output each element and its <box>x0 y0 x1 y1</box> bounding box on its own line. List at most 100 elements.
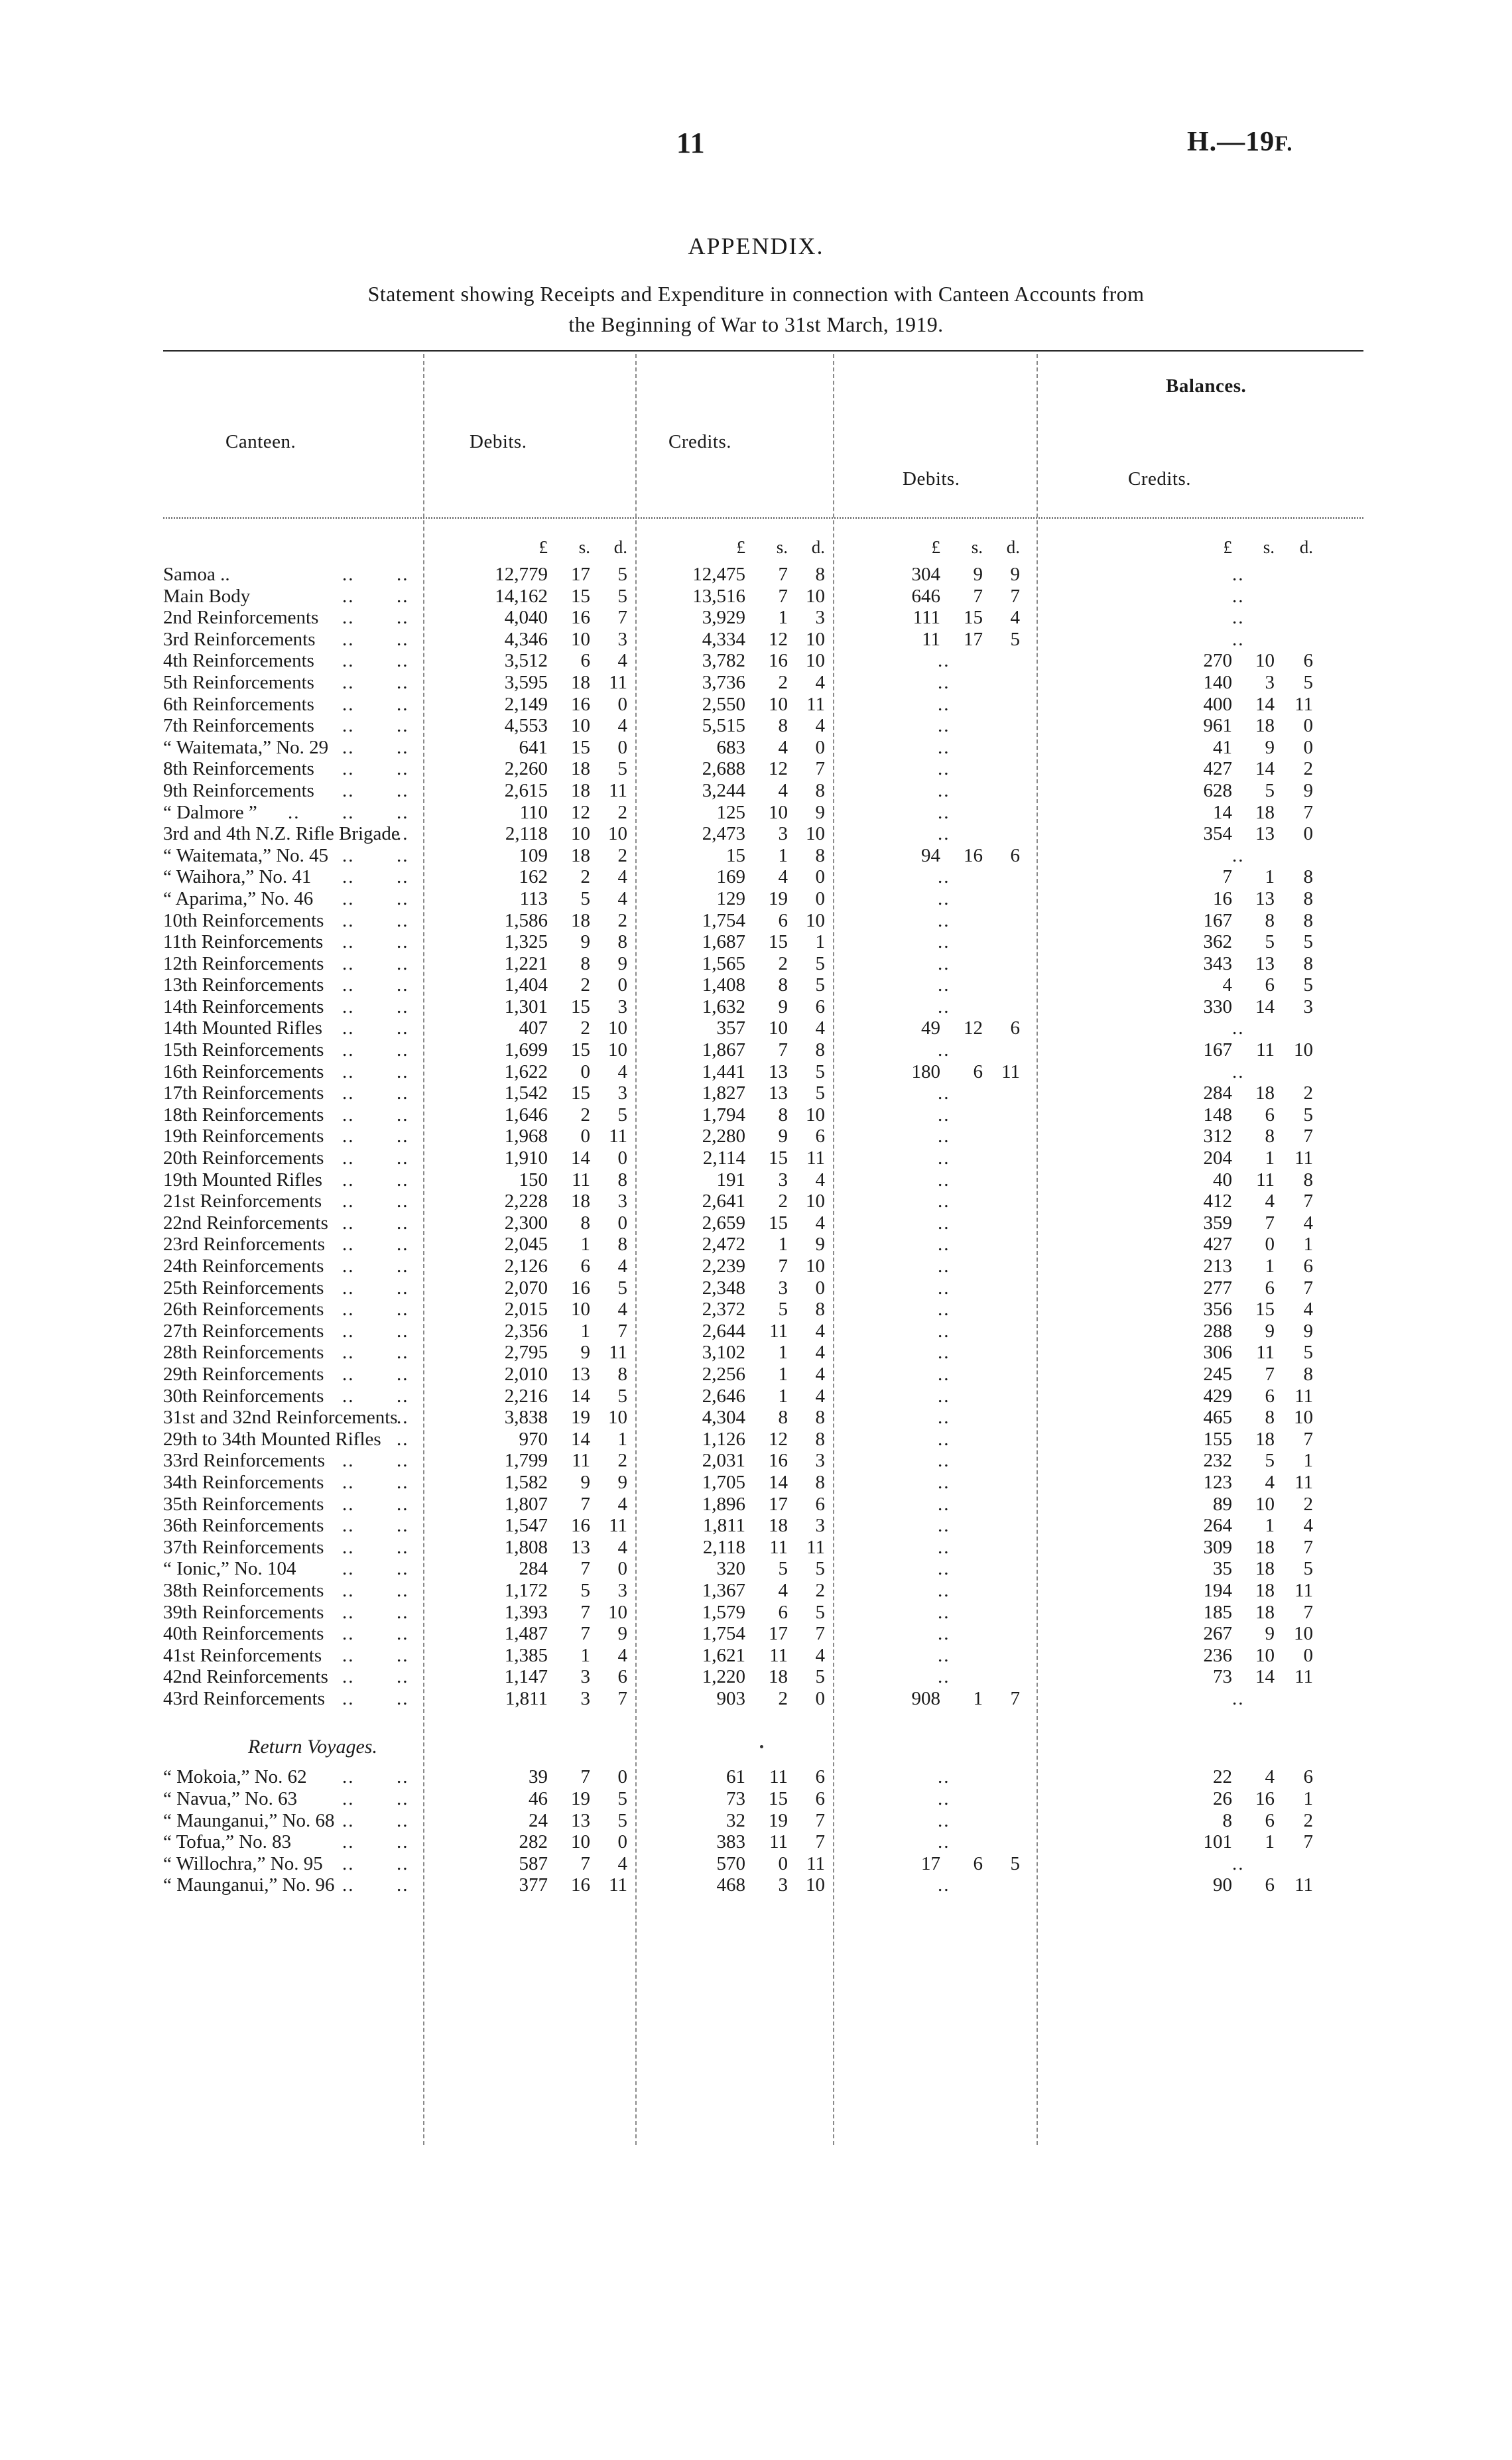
cell-debits-pence: 2 <box>617 1450 628 1472</box>
cell-debits-pence: 9 <box>617 952 628 974</box>
row-label: 24th Reinforcements <box>163 1256 324 1277</box>
cell-credits-shillings: 1 <box>778 1385 788 1407</box>
row-leader-dots: .. <box>342 1450 355 1472</box>
unit-pence-bal-credits: d. <box>1299 537 1313 557</box>
cell-balance-debits-empty: .. <box>938 1234 950 1256</box>
cell-balance-debits-shillings: 17 <box>964 628 983 650</box>
cell-balance-debits-pence: 7 <box>1010 1687 1021 1709</box>
cell-debits-shillings: 13 <box>571 1363 590 1385</box>
cell-debits-pounds: 2,118 <box>505 823 548 845</box>
row-leader-dots: .. <box>342 1644 355 1666</box>
document-reference-suffix: F. <box>1275 132 1293 156</box>
cell-balance-debits-pence: 6 <box>1010 1017 1021 1039</box>
row-label: 2nd Reinforcements <box>163 607 319 629</box>
cell-credits-pence: 3 <box>815 607 826 629</box>
cell-balance-debits-pence: 11 <box>1001 1061 1020 1082</box>
cell-debits-shillings: 15 <box>571 736 590 758</box>
table-row: 33rd Reinforcements.... 1,799 11 2 2,031 16 3.… <box>163 1450 1363 1472</box>
cell-balance-credits-pence: 6 <box>1303 1766 1314 1788</box>
row-leader-dots: .. <box>342 1363 355 1385</box>
cell-balance-credits-pounds: 236 <box>1203 1644 1233 1666</box>
cell-balance-credits-pence: 7 <box>1303 1831 1314 1853</box>
row-leader-dots: .. <box>397 1363 409 1385</box>
cell-debits-shillings: 10 <box>571 715 590 737</box>
cell-balance-credits-pence: 7 <box>1303 801 1314 823</box>
cell-debits-shillings: 9 <box>580 931 591 953</box>
cell-debits-pence: 3 <box>617 1082 628 1104</box>
cell-balance-credits-pounds: 628 <box>1203 779 1233 801</box>
cell-credits-pounds: 2,641 <box>702 1191 745 1212</box>
row-label: 36th Reinforcements <box>163 1515 324 1537</box>
cell-balance-credits-pounds: 213 <box>1203 1256 1233 1277</box>
cell-debits-shillings: 10 <box>571 1299 590 1321</box>
cell-balance-debits-pounds: 646 <box>911 585 941 607</box>
cell-credits-pence: 6 <box>815 1788 826 1810</box>
row-leader-dots: .. <box>397 1536 409 1558</box>
row-leader-dots: .. <box>342 866 355 888</box>
table-row: 19th Reinforcements.... 1,968 0 11 2,280 9 6..… <box>163 1126 1363 1147</box>
row-leader-dots: .. <box>397 1471 409 1493</box>
cell-credits-pounds: 383 <box>716 1831 746 1853</box>
cell-balance-credits-pounds: 270 <box>1203 650 1233 672</box>
row-leader-dots: .. <box>397 1169 409 1191</box>
cell-balance-debits-empty: .. <box>938 1299 950 1321</box>
row-leader-dots: .. <box>397 1809 409 1831</box>
cell-credits-pence: 5 <box>815 1558 826 1580</box>
cell-balance-credits-pounds: 330 <box>1203 996 1233 1017</box>
cell-credits-shillings: 3 <box>778 1277 788 1299</box>
row-leader-dots: .. <box>342 1147 355 1169</box>
cell-credits-pounds: 12,475 <box>692 564 745 585</box>
cell-balance-credits-pounds: 204 <box>1203 1147 1233 1169</box>
cell-debits-pence: 6 <box>617 1666 628 1688</box>
cell-debits-pounds: 1,542 <box>504 1082 548 1104</box>
cell-balance-credits-pounds: 309 <box>1203 1536 1233 1558</box>
row-leader-dots: .. <box>397 1788 409 1810</box>
cell-debits-pence: 9 <box>617 1471 628 1493</box>
table-row: 8th Reinforcements.... 2,260 18 5 2,688 12 7..… <box>163 758 1363 780</box>
cell-balance-credits-pence: 7 <box>1303 1277 1314 1299</box>
cell-debits-shillings: 16 <box>571 1515 590 1537</box>
table-row: 35th Reinforcements.... 1,807 7 4 1,896 17 6..… <box>163 1494 1363 1516</box>
cell-credits-pounds: 2,031 <box>702 1450 745 1472</box>
cell-debits-pounds: 1,622 <box>504 1061 548 1082</box>
cell-credits-pounds: 468 <box>716 1874 746 1896</box>
row-label: 27th Reinforcements <box>163 1320 324 1342</box>
row-label: “ Mokoia,” No. 62 <box>163 1766 307 1788</box>
row-label: 4th Reinforcements <box>163 650 314 672</box>
table-row: 29th Reinforcements.... 2,010 13 8 2,256 1 4..… <box>163 1364 1363 1386</box>
row-leader-dots: .. <box>342 952 355 974</box>
row-label: 10th Reinforcements <box>163 909 324 931</box>
column-divider-3 <box>833 354 834 2145</box>
section-spacer <box>163 1709 1363 1736</box>
cell-balance-credits-pounds: 306 <box>1203 1342 1233 1364</box>
row-leader-dots: .. <box>397 952 409 974</box>
cell-debits-pounds: 1,404 <box>504 974 548 996</box>
ink-speck <box>760 1745 763 1749</box>
row-label: 22nd Reinforcements <box>163 1212 328 1234</box>
cell-debits-pence: 5 <box>617 564 628 585</box>
cell-balance-credits-pounds: 101 <box>1203 1831 1233 1853</box>
cell-balance-credits-pence: 5 <box>1303 1558 1314 1580</box>
row-leader-dots: .. <box>342 1039 355 1061</box>
cell-credits-shillings: 3 <box>778 1874 788 1896</box>
cell-balance-credits-shillings: 10 <box>1255 1644 1275 1666</box>
row-leader-dots: .. <box>397 1061 409 1082</box>
row-leader-dots: .. <box>342 1061 355 1082</box>
row-leader-dots: .. <box>397 650 409 672</box>
row-label: “ Willochra,” No. 95 <box>163 1852 323 1874</box>
cell-credits-pence: 4 <box>815 1644 826 1666</box>
cell-balance-debits-empty: .. <box>938 1212 950 1234</box>
cell-debits-pence: 4 <box>617 1536 628 1558</box>
cell-balance-debits-pence: 9 <box>1010 564 1021 585</box>
row-leader-dots: .. <box>397 1342 409 1364</box>
row-leader-dots: .. <box>397 1082 409 1104</box>
cell-debits-pounds: 282 <box>519 1831 548 1853</box>
cell-debits-shillings: 16 <box>571 1874 590 1896</box>
cell-debits-shillings: 14 <box>571 1147 590 1169</box>
cell-credits-shillings: 12 <box>769 628 788 650</box>
cell-balance-credits-pounds: 14 <box>1213 801 1232 823</box>
table-row: 5th Reinforcements.... 3,595 18 11 3,736 2 4..… <box>163 672 1363 694</box>
table-row: 43rd Reinforcements.... 1,811 3 7 903 2 0 908 1 7… <box>163 1688 1363 1710</box>
cell-balance-debits-empty: .. <box>938 887 950 909</box>
table-row: 22nd Reinforcements.... 2,300 8 0 2,659 15 4..… <box>163 1212 1363 1234</box>
